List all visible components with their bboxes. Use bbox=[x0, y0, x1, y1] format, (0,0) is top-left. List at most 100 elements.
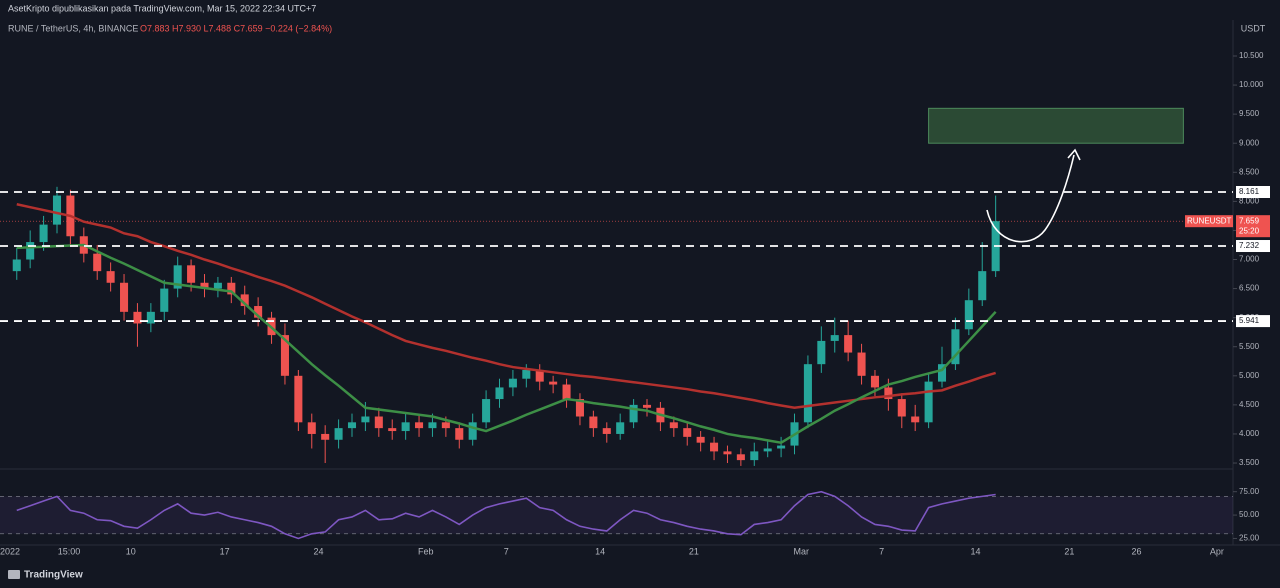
rsi-tick-label: 75.00 bbox=[1239, 487, 1260, 496]
moving-average bbox=[16, 203, 997, 410]
x-tick-label: 17 bbox=[220, 546, 230, 556]
candle-body bbox=[817, 340, 826, 365]
candle-body bbox=[495, 387, 504, 400]
candle-body bbox=[763, 448, 772, 452]
y-tick-label: 8.500 bbox=[1239, 167, 1260, 176]
level-tag bbox=[1236, 185, 1270, 198]
x-tick-label: Mar bbox=[793, 546, 809, 556]
candle-body bbox=[844, 335, 853, 353]
rsi-tick-label: 25.00 bbox=[1239, 534, 1260, 543]
candle-body bbox=[750, 451, 759, 461]
last-price-tag bbox=[1236, 215, 1270, 238]
candle-body bbox=[978, 271, 987, 301]
x-tick-label: 26 bbox=[1131, 546, 1141, 556]
x-tick-label: 15:00 bbox=[58, 546, 81, 556]
candle-body bbox=[937, 364, 947, 382]
candle-body bbox=[857, 352, 866, 376]
y-tick-label: 10.500 bbox=[1239, 51, 1264, 60]
candle-body bbox=[415, 422, 424, 429]
price-unit: USDT bbox=[1241, 23, 1266, 33]
y-tick-label: 4.000 bbox=[1239, 429, 1260, 438]
countdown-label: 25:20 bbox=[1239, 226, 1260, 235]
candle-body bbox=[12, 259, 21, 272]
candle-body bbox=[830, 335, 839, 341]
candle-body bbox=[334, 428, 343, 440]
candle-body bbox=[696, 436, 705, 443]
y-tick-label: 10.000 bbox=[1239, 80, 1264, 89]
candle-body bbox=[307, 422, 316, 434]
candle-body bbox=[347, 422, 357, 429]
candle-body bbox=[200, 282, 209, 289]
candle-body bbox=[374, 416, 383, 429]
brand: TradingView bbox=[24, 570, 83, 581]
candle-body bbox=[213, 282, 222, 289]
moving-average bbox=[16, 243, 997, 444]
rsi-line bbox=[16, 490, 996, 540]
arrow-head bbox=[1067, 148, 1081, 161]
candle-body bbox=[575, 399, 584, 417]
x-tick-label: 21 bbox=[1064, 546, 1074, 556]
candle-body bbox=[146, 311, 155, 324]
candle-body bbox=[951, 329, 960, 365]
y-tick-label: 9.500 bbox=[1239, 109, 1260, 118]
candle-body bbox=[173, 265, 182, 289]
x-tick-label: 24 bbox=[313, 546, 323, 556]
candle-body bbox=[723, 451, 732, 455]
candle-body bbox=[441, 422, 450, 429]
candle-body bbox=[884, 387, 893, 400]
symbol-info: RUNE / TetherUS, 4h, BINANCE bbox=[8, 23, 138, 33]
level-tag bbox=[1236, 315, 1270, 328]
candle-body bbox=[629, 404, 638, 423]
candle-body bbox=[549, 381, 558, 385]
candle-body bbox=[227, 282, 236, 295]
candle-body bbox=[428, 422, 437, 429]
candle-body bbox=[106, 271, 115, 283]
y-tick-label: 3.500 bbox=[1239, 458, 1260, 467]
y-tick-label: 8.000 bbox=[1239, 196, 1260, 205]
ohlc-info: O7.883 H7.930 L7.488 C7.659 −0.224 (−2.8… bbox=[140, 23, 332, 33]
candle-body bbox=[160, 288, 169, 312]
level-tag bbox=[1236, 240, 1270, 253]
candle-body bbox=[589, 416, 598, 429]
x-tick-label: 7 bbox=[504, 546, 509, 556]
y-tick-label: 5.000 bbox=[1239, 371, 1260, 380]
publisher-line: AsetKripto dipublikasikan pada TradingVi… bbox=[8, 3, 316, 13]
candle-body bbox=[133, 311, 142, 324]
x-tick-label: Feb bbox=[418, 546, 434, 556]
candle-body bbox=[602, 428, 611, 434]
candle-body bbox=[187, 265, 196, 283]
candle-body bbox=[468, 422, 477, 440]
y-tick-label: 9.000 bbox=[1239, 138, 1260, 147]
candle-body bbox=[120, 282, 129, 312]
x-tick-label: 21 bbox=[689, 546, 699, 556]
candle-body bbox=[361, 416, 370, 423]
candle-body bbox=[870, 375, 879, 388]
candle-body bbox=[52, 195, 62, 225]
last-price-label: 7.659 bbox=[1239, 216, 1260, 225]
candle-body bbox=[616, 422, 625, 434]
candle-body bbox=[508, 378, 517, 388]
candle-body bbox=[321, 433, 330, 440]
candle-body bbox=[897, 399, 906, 417]
x-tick-label: 14 bbox=[595, 546, 605, 556]
candle-body bbox=[522, 369, 531, 379]
candle-body bbox=[254, 306, 263, 318]
candle-body bbox=[455, 428, 464, 440]
y-tick-label: 4.500 bbox=[1239, 400, 1260, 409]
candle-body bbox=[39, 224, 48, 243]
x-tick-label: 14 bbox=[971, 546, 981, 556]
candle-body bbox=[964, 300, 973, 330]
projection-arrow bbox=[986, 154, 1075, 243]
candle-body bbox=[683, 428, 692, 437]
candle-body bbox=[401, 422, 410, 432]
candle-body bbox=[736, 454, 745, 461]
candle-body bbox=[93, 253, 102, 272]
candle-body bbox=[280, 335, 289, 376]
x-tick-label: 10 bbox=[126, 546, 136, 556]
candle-body bbox=[535, 369, 544, 382]
candle-body bbox=[911, 416, 920, 423]
x-tick-label: 2022 bbox=[0, 546, 20, 556]
candle-body bbox=[924, 381, 933, 423]
